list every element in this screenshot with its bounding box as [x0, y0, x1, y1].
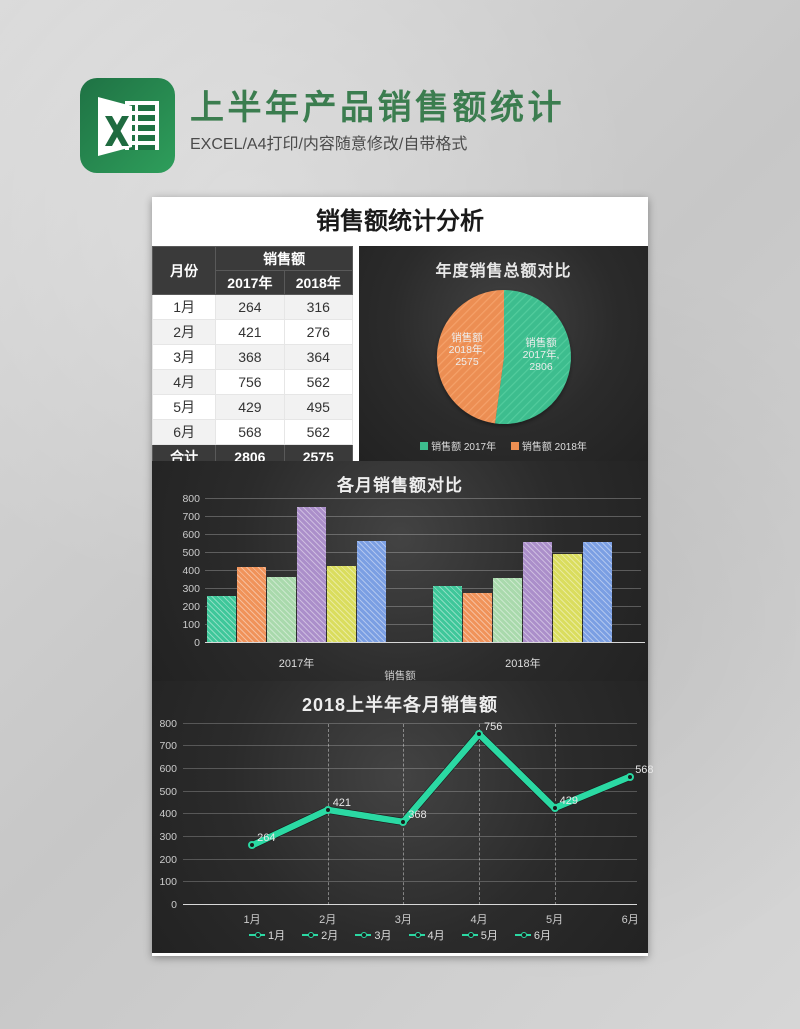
svg-text:2018年,: 2018年, — [449, 343, 486, 356]
svg-text:2017年,: 2017年, — [523, 348, 560, 361]
svg-text:销售额: 销售额 — [451, 331, 483, 344]
svg-text:2575: 2575 — [455, 356, 479, 368]
svg-text:销售额: 销售额 — [525, 336, 557, 349]
svg-text:2806: 2806 — [529, 361, 553, 373]
